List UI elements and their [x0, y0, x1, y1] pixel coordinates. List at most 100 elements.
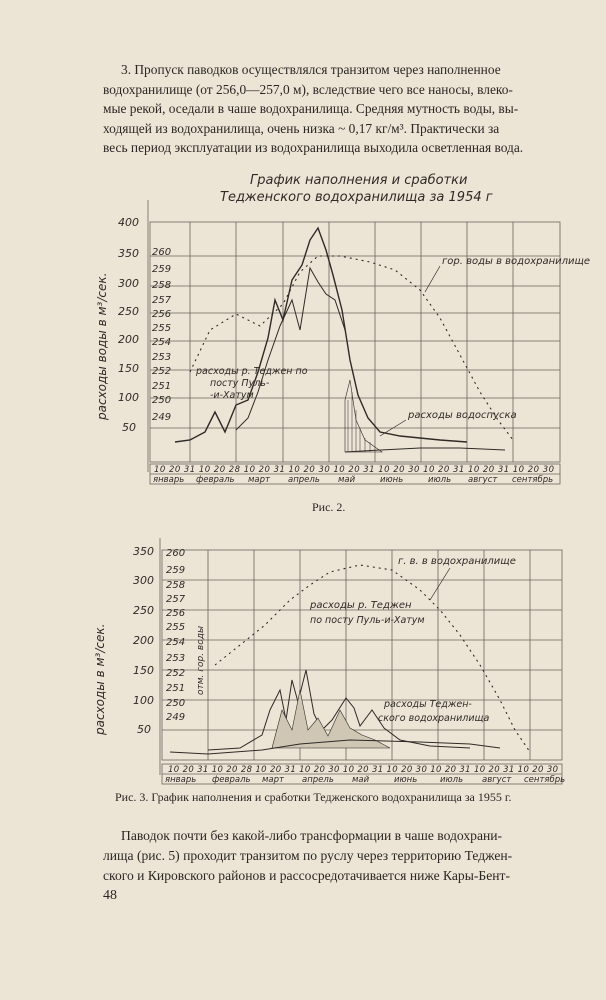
figure2-annotation-inflow-2: посту Пуль- [210, 378, 270, 389]
level-tick: 258 [166, 580, 185, 591]
figure3-level-ticks: 260 259 258 257 256 255 254 253 252 251 … [166, 548, 186, 723]
figure3-months: январь февраль март апрель май июнь июль… [165, 775, 565, 785]
flow-tick-50: 50 [122, 421, 136, 434]
month-label: март [262, 775, 285, 785]
level-tick: 258 [152, 280, 171, 291]
level-tick: 249 [166, 712, 185, 723]
figure2-inflow-curve [174, 226, 468, 443]
figure2-title-line1: График наполнения и сработки [250, 173, 467, 188]
flow-tick-250: 250 [118, 305, 139, 318]
figure3-level-label: отм. гор. воды [196, 626, 206, 695]
flow-tick-300: 300 [133, 574, 154, 587]
month-label: январь [165, 775, 196, 785]
level-tick: 250 [166, 698, 185, 709]
flow-tick-250: 250 [133, 604, 154, 617]
flow-tick-50: 50 [137, 723, 151, 736]
flow-tick-350: 350 [118, 247, 139, 260]
month-label: май [338, 475, 356, 485]
figure3-day-ticks: 10 20 31 10 20 28 10 20 31 10 20 30 10 2… [168, 765, 558, 775]
figure3-flow-ticks: 350 300 250 200 150 100 50 [133, 545, 154, 736]
figure2-annotation-level-leader [424, 265, 441, 293]
month-label: февраль [212, 775, 251, 785]
flow-tick-400: 400 [118, 216, 139, 229]
figure3-annotation-inflow-2: по посту Пуль-и-Хатум [310, 615, 425, 626]
figure2-release-hatch [344, 379, 383, 453]
figure2-grid [147, 200, 561, 485]
figure3-annotation-release-1: расходы Теджен- [383, 699, 472, 710]
figure3-annotation-inflow-1: расходы р. Теджен [309, 600, 412, 611]
month-label: июль [440, 775, 463, 785]
paragraph-top: 3. Пропуск паводков осуществлялся транзи… [103, 60, 585, 158]
flow-tick-100: 100 [118, 391, 139, 404]
month-label: сентябрь [512, 475, 553, 485]
level-tick: 249 [152, 412, 171, 423]
figure2-ylabel: расходы воды в м³/сек. [95, 273, 109, 421]
figure-3: расходы в м³/сек. отм. гор. воды 350 300… [93, 538, 565, 785]
month-label: июль [428, 475, 451, 485]
figure3-caption: Рис. 3. График наполнения и сработки Тед… [115, 790, 512, 804]
flow-tick-350: 350 [133, 545, 154, 558]
level-tick: 254 [152, 337, 171, 348]
text-line: водохранилище (от 256,0—257,0 м), вследс… [103, 81, 513, 97]
month-label: февраль [196, 475, 235, 485]
month-label: июнь [394, 775, 417, 785]
level-tick: 260 [166, 548, 185, 559]
level-tick: 257 [166, 594, 186, 605]
figure2-caption: Рис. 2. [312, 500, 346, 514]
figure2-day-ticks: 10 20 31 10 20 28 10 20 31 10 20 30 10 2… [154, 465, 554, 475]
page-number: 48 [103, 888, 117, 903]
figure2-annotation-inflow-1: расходы р. Теджен по [195, 366, 308, 377]
figure2-level-ticks: 260 259 258 257 256 255 254 253 252 251 … [152, 247, 172, 423]
figure3-annotation-release-2: ского водохранилища [378, 713, 489, 724]
month-label: июнь [380, 475, 403, 485]
level-tick: 252 [166, 668, 185, 679]
text-line: ходящей из водохранилища, очень низка ~ … [103, 120, 500, 136]
flow-tick-100: 100 [133, 694, 154, 707]
flow-tick-200: 200 [118, 333, 139, 346]
figure2-flow-ticks: 400 350 300 250 200 150 100 50 [118, 216, 139, 434]
level-tick: 257 [152, 295, 172, 306]
month-label: май [352, 775, 370, 785]
level-tick: 255 [166, 622, 185, 633]
text-line: весь период эксплуатации из водохранилищ… [103, 140, 524, 155]
level-tick: 255 [152, 323, 171, 334]
text-line: Паводок почти без какой-либо трансформац… [121, 828, 503, 843]
figure3-release-hatch [271, 689, 391, 749]
figure2-annotation-level: гор. воды в водохранилище [442, 256, 590, 267]
flow-tick-200: 200 [133, 634, 154, 647]
level-tick: 259 [152, 264, 171, 275]
text-line: ского и Кировского районов и рассосредот… [103, 868, 510, 883]
level-tick: 256 [152, 309, 171, 320]
month-label: август [482, 775, 512, 785]
figure3-annotation-level-leader [429, 567, 451, 601]
level-tick: 252 [152, 366, 171, 377]
level-tick: 253 [152, 352, 171, 363]
flow-tick-300: 300 [118, 277, 139, 290]
level-tick: 256 [166, 608, 185, 619]
figure2-annotation-inflow-3: -и-Хатум [210, 390, 254, 401]
figure2-hatch-lines [347, 392, 371, 452]
figure-2: График наполнения и сработки Теджен­ског… [95, 173, 590, 485]
level-tick: 251 [166, 683, 185, 694]
figure2-level-curve [189, 255, 514, 441]
figure3-level-curve [214, 564, 531, 753]
level-tick: 259 [166, 565, 185, 576]
level-tick: 260 [152, 247, 171, 258]
figure2-release-curve [344, 447, 506, 453]
level-tick: 254 [166, 637, 185, 648]
figure3-ylabel: расходы в м³/сек. [93, 624, 107, 736]
figure2-annotation-release-leader [379, 419, 407, 437]
month-label: январь [153, 475, 184, 485]
month-label: сентябрь [524, 775, 565, 785]
text-line: лища (рис. 5) проходит транзитом по русл… [103, 848, 513, 863]
figure2-months: январь февраль март апрель май июнь июль… [153, 475, 553, 485]
month-label: март [248, 475, 271, 485]
figure2-annotation-release: расходы водоспуска [407, 410, 517, 421]
figure2-title-line2: Теджен­ского водохранилища за 1954 г [220, 190, 493, 205]
month-label: август [468, 475, 498, 485]
text-line: мые рекой, оседали в чаше водохранилища.… [103, 101, 519, 116]
text-line: 3. Пропуск паводков осуществлялся транзи… [121, 62, 501, 77]
figure3-annotation-level: г. в. в водохранилище [398, 556, 516, 567]
month-label: апрель [302, 775, 334, 785]
paragraph-bottom: Паводок почти без какой-либо трансформац… [103, 826, 585, 886]
